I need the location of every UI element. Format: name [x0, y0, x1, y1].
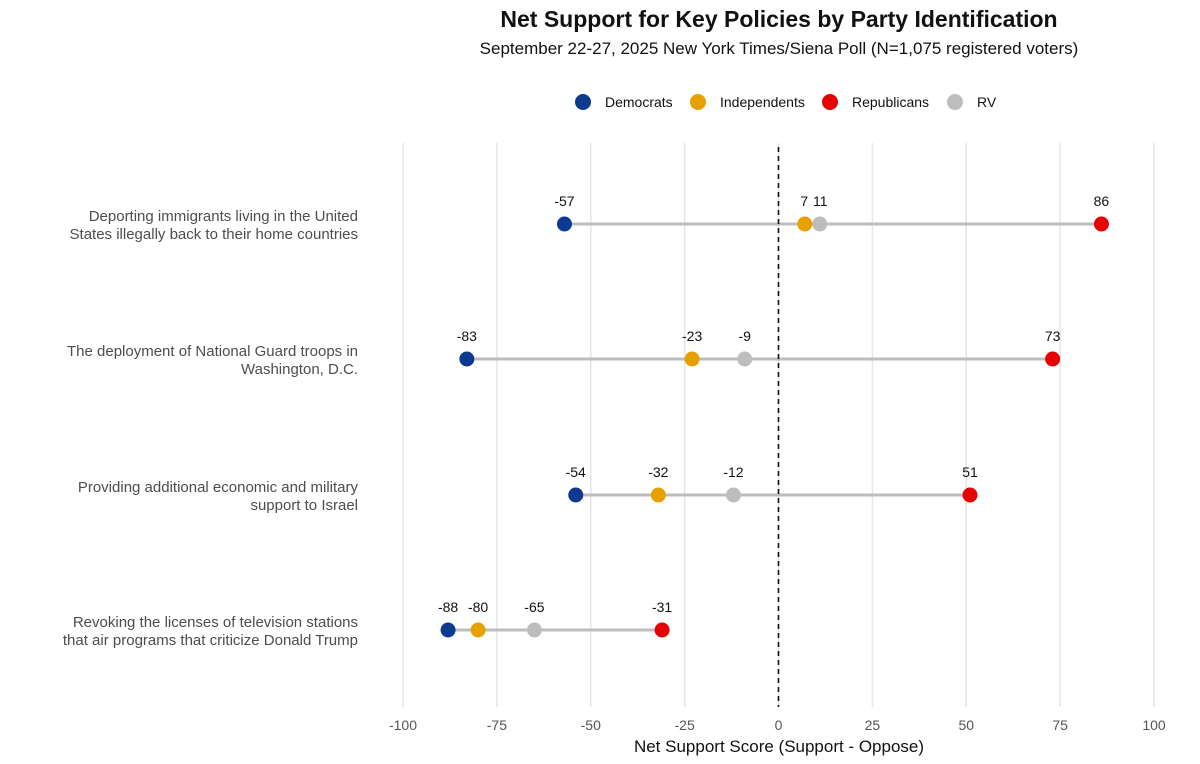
- value-labels: -57 7 11 86 -83 -23 -9 73 -54 -32 -12 51 -88 -80 -65 -3…: [438, 193, 1109, 615]
- x-tick-label: -100: [389, 717, 417, 733]
- category-labels: Deporting immigrants living in the Unite…: [63, 208, 359, 649]
- point-democrats: [440, 622, 456, 638]
- point-republicans: [1045, 351, 1061, 367]
- value-label-republicans: 51: [962, 464, 978, 480]
- legend-label-democrats: Democrats: [605, 94, 673, 110]
- legend-marker-republicans: [822, 94, 838, 110]
- point-rv: [737, 351, 753, 367]
- legend-marker-rv: [947, 94, 963, 110]
- x-tick-label: 0: [775, 717, 783, 733]
- point-independents: [470, 622, 486, 638]
- category-label: that air programs that criticize Donald …: [63, 632, 358, 649]
- chart-title: Net Support for Key Policies by Party Id…: [500, 6, 1057, 32]
- x-tick-label: 50: [958, 717, 974, 733]
- x-tick-label: -50: [581, 717, 601, 733]
- value-label-rv: -65: [524, 599, 544, 615]
- category-label: Providing additional economic and milita…: [78, 479, 359, 496]
- x-axis-ticks: -100 -75 -50 -25 0 25 50 75 100: [389, 717, 1166, 733]
- point-democrats: [459, 351, 475, 367]
- value-label-democrats: -83: [457, 328, 477, 344]
- point-republicans: [654, 622, 670, 638]
- point-independents: [650, 487, 666, 503]
- range-lines: [448, 222, 1102, 632]
- point-independents: [684, 351, 700, 367]
- value-label-rv: -12: [723, 464, 743, 480]
- point-republicans: [1093, 216, 1109, 232]
- point-republicans: [962, 487, 978, 503]
- value-label-independents: -32: [648, 464, 668, 480]
- legend: Democrats Independents Republicans RV: [575, 94, 997, 110]
- legend-marker-independents: [690, 94, 706, 110]
- legend-marker-democrats: [575, 94, 591, 110]
- x-tick-label: 75: [1052, 717, 1068, 733]
- value-label-rv: -9: [738, 328, 751, 344]
- legend-label-republicans: Republicans: [852, 94, 929, 110]
- value-label-democrats: -57: [554, 193, 574, 209]
- category-label: States illegally back to their home coun…: [70, 226, 358, 243]
- x-tick-label: 25: [865, 717, 881, 733]
- x-axis-title: Net Support Score (Support - Oppose): [634, 737, 924, 756]
- data-points: [440, 216, 1109, 638]
- value-label-republicans: 86: [1094, 193, 1110, 209]
- point-democrats: [556, 216, 572, 232]
- category-label: Deporting immigrants living in the Unite…: [89, 208, 358, 225]
- category-label: Revoking the licenses of television stat…: [73, 614, 358, 631]
- x-tick-label: -75: [487, 717, 507, 733]
- value-label-democrats: -88: [438, 599, 458, 615]
- category-label: Washington, D.C.: [241, 361, 358, 378]
- gridlines: [402, 143, 1155, 707]
- category-label: The deployment of National Guard troops …: [67, 343, 358, 360]
- point-rv: [812, 216, 828, 232]
- value-label-republicans: -31: [652, 599, 672, 615]
- legend-label-independents: Independents: [720, 94, 805, 110]
- point-democrats: [568, 487, 584, 503]
- value-label-republicans: 73: [1045, 328, 1061, 344]
- value-label-democrats: -54: [566, 464, 586, 480]
- value-label-rv: 11: [813, 193, 828, 209]
- category-label: support to Israel: [250, 497, 358, 514]
- value-label-independents: -23: [682, 328, 702, 344]
- point-independents: [797, 216, 813, 232]
- point-rv: [725, 487, 741, 503]
- x-tick-label: -25: [675, 717, 695, 733]
- legend-label-rv: RV: [977, 94, 997, 110]
- x-tick-label: 100: [1142, 717, 1166, 733]
- value-label-independents: 7: [800, 193, 808, 209]
- point-rv: [526, 622, 542, 638]
- chart-subtitle: September 22-27, 2025 New York Times/Sie…: [480, 39, 1079, 58]
- value-label-independents: -80: [468, 599, 488, 615]
